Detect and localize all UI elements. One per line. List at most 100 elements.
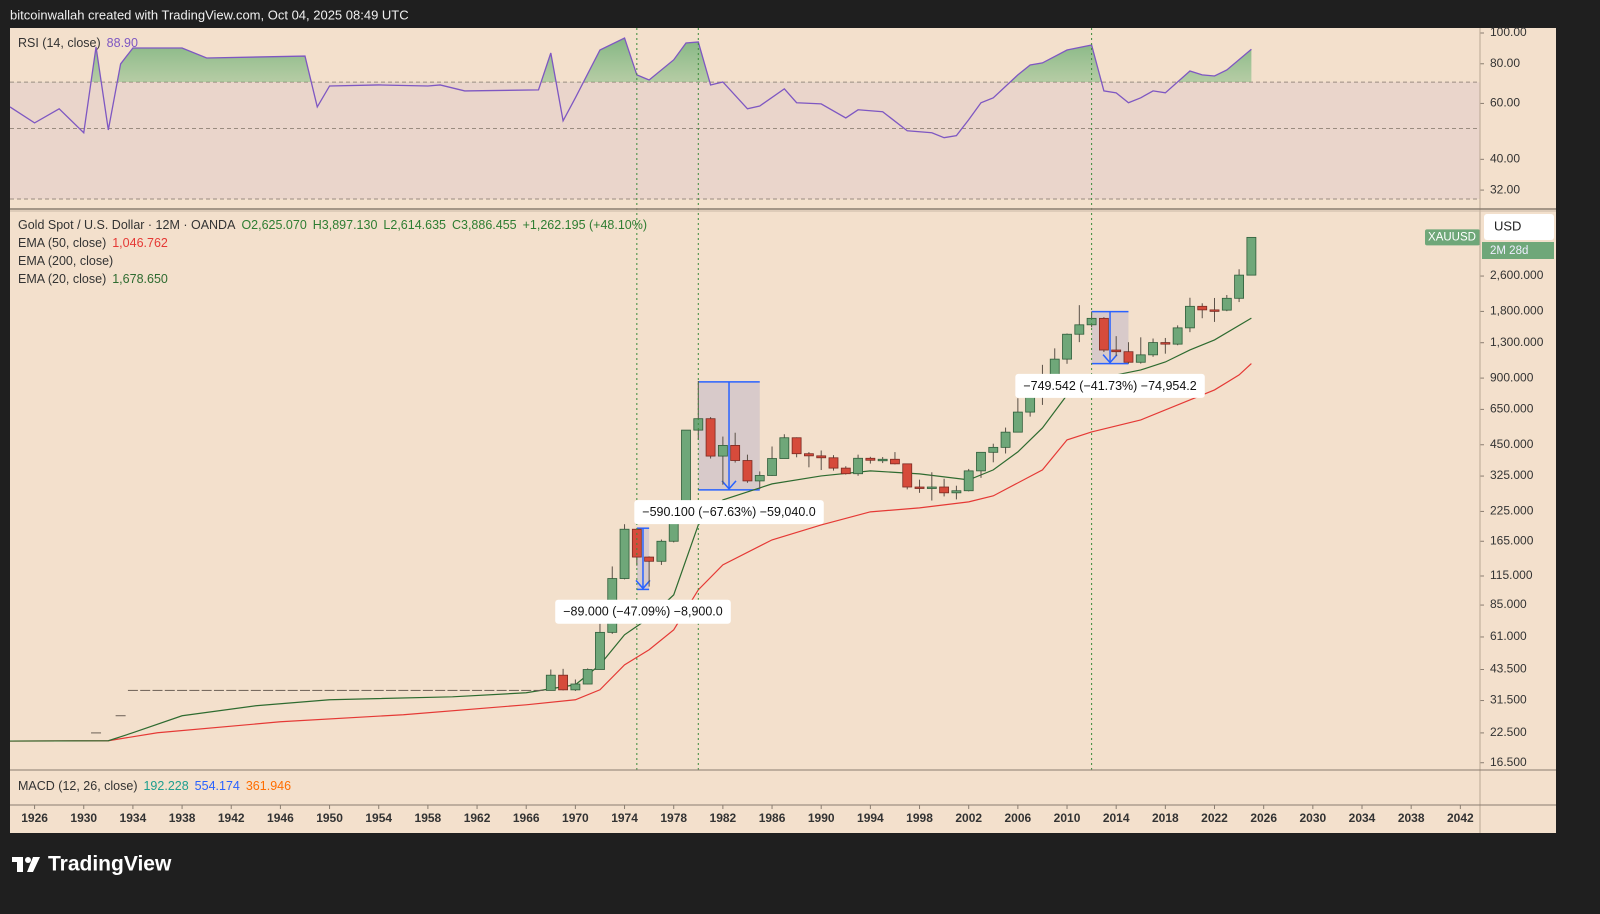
x-tick-label: 2010 bbox=[1054, 811, 1081, 825]
x-tick-label: 1946 bbox=[267, 811, 294, 825]
attribution: bitcoinwallah created with TradingView.c… bbox=[10, 7, 409, 22]
candle-body bbox=[558, 674, 568, 691]
candle-body bbox=[1197, 305, 1208, 311]
candle-body bbox=[717, 445, 728, 457]
y-tick-label: 1,800.000 bbox=[1490, 304, 1544, 318]
candle-body bbox=[1012, 411, 1023, 433]
logo-text: TradingView bbox=[48, 853, 172, 876]
y-tick-label: 115.000 bbox=[1490, 568, 1533, 582]
candle-body bbox=[865, 457, 876, 461]
candle-body bbox=[1172, 327, 1183, 345]
y-tick-label: 225.000 bbox=[1490, 504, 1534, 518]
rsi-line bbox=[10, 37, 1252, 139]
ema-legend: EMA (20, close) 1,678.650 bbox=[18, 272, 168, 286]
symbol-tag: XAUUSD bbox=[1428, 231, 1476, 243]
ohlc-value: O2,625.070 bbox=[241, 218, 306, 232]
candle-body bbox=[1111, 349, 1122, 353]
x-tick-label: 2002 bbox=[955, 811, 982, 825]
candle-body bbox=[754, 475, 765, 482]
ohlc-value: C3,886.455 bbox=[452, 218, 517, 232]
candle-body bbox=[681, 429, 691, 512]
candle-body bbox=[988, 446, 999, 453]
measure-label: −89.000 (−47.09%) −8,900.0 bbox=[563, 605, 723, 619]
y-tick-label: 325.000 bbox=[1490, 468, 1534, 482]
macd-value: 361.946 bbox=[246, 779, 291, 793]
y-tick-label: 61.000 bbox=[1490, 629, 1527, 643]
x-tick-label: 1926 bbox=[21, 811, 48, 825]
measure-label-box bbox=[1015, 373, 1205, 398]
measure-arrowhead bbox=[1102, 354, 1118, 364]
candle-body bbox=[914, 486, 925, 489]
rsi-band bbox=[10, 82, 1480, 199]
macd-value: 554.174 bbox=[195, 779, 240, 793]
x-tick-label: 2026 bbox=[1250, 811, 1277, 825]
y-tick-label: 22.500 bbox=[1490, 725, 1527, 739]
x-tick-label: 2038 bbox=[1398, 811, 1425, 825]
currency-box[interactable] bbox=[1484, 214, 1554, 240]
x-tick-label: 2018 bbox=[1152, 811, 1179, 825]
candle-body bbox=[902, 463, 913, 488]
candle-body bbox=[877, 458, 888, 462]
candle-body bbox=[853, 457, 863, 475]
x-tick-label: 1938 bbox=[169, 811, 196, 825]
y-tick-label: 900.000 bbox=[1490, 370, 1534, 384]
macd-legend: MACD (12, 26, close) 192.228 554.174 361.94… bbox=[18, 779, 291, 793]
rsi-legend: RSI (14, close) 88.90 bbox=[18, 36, 138, 50]
symbol-tag-box bbox=[1425, 229, 1480, 246]
logo-icon bbox=[25, 857, 31, 863]
macd-value: 192.228 bbox=[143, 779, 188, 793]
candle-body bbox=[926, 486, 937, 489]
x-tick-label: 1942 bbox=[218, 811, 245, 825]
y-tick-label: 85.000 bbox=[1490, 597, 1527, 611]
x-tick-label: 2030 bbox=[1299, 811, 1326, 825]
x-tick-label: 1994 bbox=[857, 811, 884, 825]
y-tick-label: 165.000 bbox=[1490, 533, 1534, 547]
candle-body bbox=[976, 451, 986, 472]
x-tick-label: 2022 bbox=[1201, 811, 1228, 825]
x-tick-label: 1978 bbox=[660, 811, 687, 825]
x-tick-label: 1970 bbox=[562, 811, 589, 825]
y-tick-label: 450.000 bbox=[1490, 437, 1534, 451]
candle-body bbox=[963, 470, 974, 492]
price-pane bbox=[10, 236, 1257, 742]
ema-value: 1,678.650 bbox=[112, 272, 168, 286]
ema-value: 1,046.762 bbox=[112, 236, 168, 250]
y-tick-label: 43.500 bbox=[1490, 662, 1527, 676]
candle-body bbox=[1160, 342, 1171, 345]
candle-body bbox=[1209, 309, 1220, 312]
measure-label-box bbox=[634, 500, 824, 525]
candle-body bbox=[619, 528, 630, 579]
ohlc-summary: O2,625.070 H3,897.130 L2,614.635 C3,886.455… bbox=[241, 218, 647, 232]
currency: USD bbox=[1494, 218, 1521, 233]
logo-icon bbox=[27, 857, 40, 872]
measure-arrowhead bbox=[635, 579, 651, 590]
candle-body bbox=[656, 540, 667, 562]
candle-body bbox=[1185, 305, 1195, 329]
candle-body bbox=[1098, 317, 1109, 351]
countdown-box bbox=[1482, 242, 1554, 259]
candle-body bbox=[582, 669, 593, 685]
x-tick-label: 1982 bbox=[710, 811, 737, 825]
y-tick-label: 16.500 bbox=[1490, 755, 1527, 769]
x-tick-label: 2042 bbox=[1447, 811, 1474, 825]
candle-body bbox=[951, 490, 962, 494]
candle-body bbox=[767, 458, 777, 476]
measure-arrowhead bbox=[721, 480, 737, 491]
candle-body bbox=[705, 418, 716, 457]
candle-body bbox=[1246, 236, 1257, 276]
candle-body bbox=[828, 457, 839, 469]
x-tick-label: 1990 bbox=[808, 811, 835, 825]
y-tick-label: 80.00 bbox=[1490, 56, 1520, 70]
x-tick-label: 1966 bbox=[513, 811, 540, 825]
measure-label: −590.100 (−67.63%) −59,040.0 bbox=[642, 505, 815, 519]
ohlc-value: H3,897.130 bbox=[313, 218, 378, 232]
measure-label-box bbox=[555, 599, 731, 624]
x-tick-label: 1954 bbox=[365, 811, 392, 825]
y-tick-label: 1,300.000 bbox=[1490, 335, 1544, 349]
x-tick-label: 1974 bbox=[611, 811, 638, 825]
ema-name: EMA (20, close) bbox=[18, 272, 106, 286]
candle-body bbox=[816, 455, 827, 459]
x-tick-label: 1930 bbox=[70, 811, 97, 825]
main-legend: Gold Spot / U.S. Dollar · 12M · OANDA O2,… bbox=[18, 218, 647, 232]
